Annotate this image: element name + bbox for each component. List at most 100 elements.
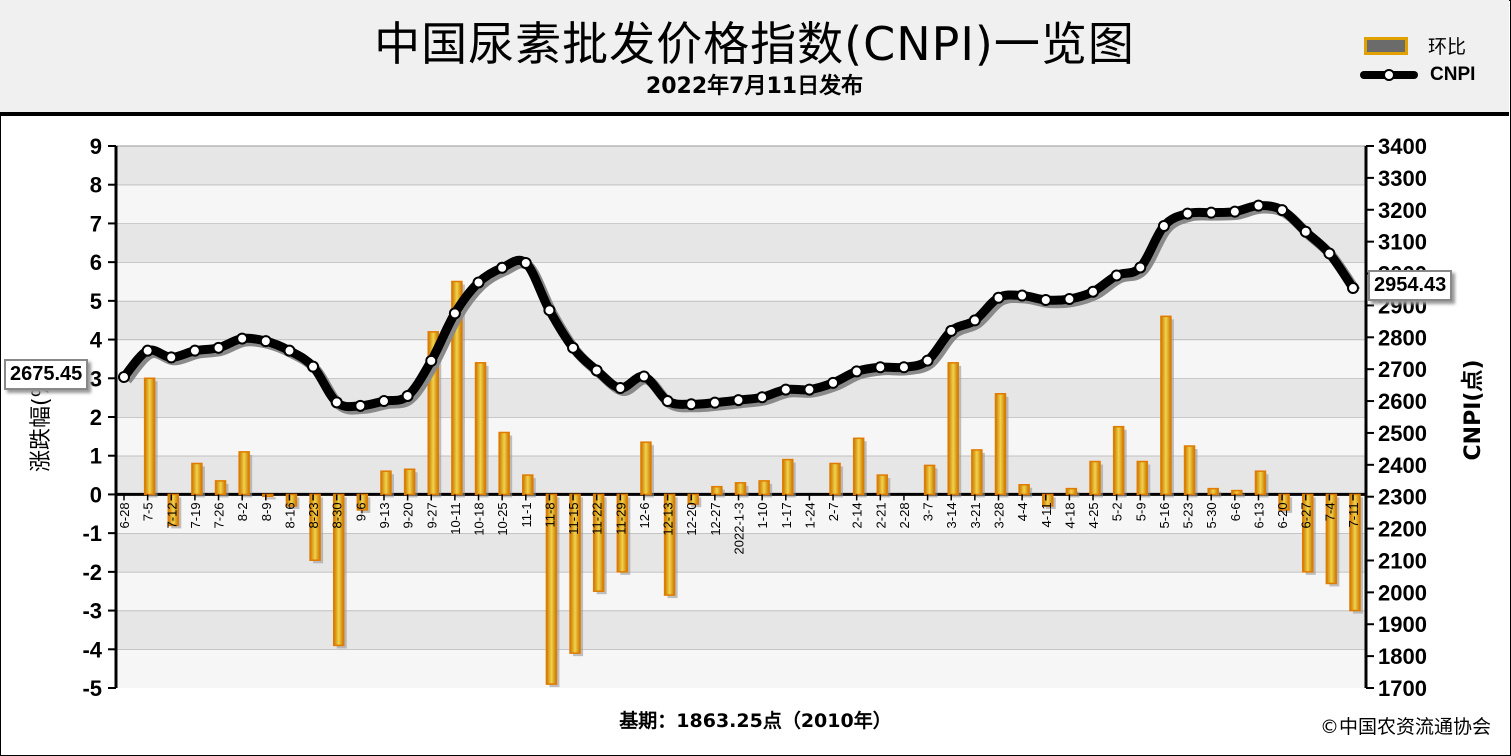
legend-line-label: CNPI	[1430, 64, 1476, 85]
bar-5-23	[1183, 445, 1196, 496]
x-tick-label: 8-2	[235, 502, 250, 521]
left-tick-label: -1	[82, 521, 102, 546]
x-tick-label: 3-14	[944, 502, 959, 528]
x-tick-label: 7-11	[1346, 502, 1361, 527]
x-tick-label: 11-29	[613, 502, 628, 534]
right-tick-label: 2500	[1378, 421, 1427, 446]
plot-band	[116, 494, 1366, 534]
bar-11-15	[569, 493, 581, 654]
legend-bar-item: 环比	[1364, 32, 1466, 59]
cnpi-point-4-18	[1063, 293, 1076, 306]
bar-9-20	[403, 468, 416, 496]
bar-7-5	[143, 377, 156, 496]
left-tick-label: -2	[82, 560, 102, 585]
cnpi-point-4-4	[1016, 289, 1029, 302]
left-tick-label: 3	[90, 366, 102, 391]
x-tick-label: 10-25	[495, 502, 510, 535]
x-tick-label: 12-13	[661, 502, 676, 535]
x-tick-label: 3-7	[921, 502, 936, 521]
cnpi-point-3-21	[968, 314, 981, 327]
right-tick-label: 3300	[1378, 166, 1427, 191]
callout-first-value: 2675.45	[4, 359, 89, 390]
left-tick-label: 6	[90, 250, 102, 275]
x-tick-label: 6-28	[117, 502, 132, 528]
cnpi-point-1-17	[779, 383, 792, 396]
x-tick-label: 6-20	[1275, 502, 1290, 528]
right-tick-label: 3400	[1378, 134, 1427, 159]
x-tick-label: 12-6	[637, 502, 652, 528]
chart-title: 中国尿素批发价格指数(CNPI)一览图	[374, 17, 1135, 71]
cnpi-point-7-12	[165, 351, 178, 364]
x-tick-label: 7-19	[188, 502, 203, 528]
cnpi-point-9-27	[425, 354, 438, 367]
bar-4-4	[1018, 484, 1030, 496]
bar-8-9	[262, 493, 274, 498]
copyright-note: ©中国农资流通协会	[1319, 716, 1491, 738]
cnpi-point-12-13	[661, 395, 674, 408]
x-tick-label: 6-27	[1299, 502, 1314, 528]
legend-bar-label: 环比	[1428, 36, 1467, 58]
x-tick-label: 7-5	[141, 502, 156, 521]
cnpi-point-7-5	[141, 344, 154, 357]
bar-4-11	[1042, 493, 1054, 507]
x-tick-label: 2-7	[826, 502, 841, 521]
x-tick-label: 5-9	[1133, 502, 1148, 521]
cnpi-point-5-30	[1205, 206, 1218, 219]
x-tick-label: 8-23	[306, 502, 321, 528]
cnpi-point-9-6	[354, 399, 367, 412]
bar-2-21	[876, 474, 889, 496]
bar-7-12	[167, 493, 180, 527]
x-tick-label: 4-18	[1062, 502, 1077, 528]
bar-12-6	[640, 441, 652, 496]
x-tick-label: 12-27	[708, 502, 723, 535]
bar-1-17	[782, 458, 794, 496]
x-tick-label: 8-16	[282, 502, 297, 528]
cnpi-point-3-14	[945, 324, 958, 337]
x-tick-label: 3-21	[968, 502, 983, 528]
bar-7-4	[1325, 493, 1338, 585]
cnpi-point-11-29	[614, 381, 627, 394]
x-tick-label: 7-12	[164, 502, 179, 528]
bar-8-30	[332, 493, 345, 647]
left-tick-label: -5	[82, 676, 102, 701]
x-tick-label: 5-30	[1204, 502, 1219, 528]
bar-7-11	[1349, 493, 1361, 612]
cnpi-point-9-20	[401, 389, 414, 402]
chart-subtitle: 2022年7月11日发布	[645, 74, 864, 99]
cnpi-point-5-9	[1134, 261, 1147, 274]
legend-line-swatch	[1360, 69, 1418, 81]
x-tick-label: 5-16	[1157, 502, 1172, 528]
plot-band	[116, 571, 1366, 611]
right-tick-label: 3200	[1378, 198, 1427, 223]
bar-12-20	[687, 493, 699, 505]
left-tick-label: 1	[90, 444, 102, 469]
cnpi-point-5-16	[1157, 220, 1170, 233]
plot-band	[116, 339, 1366, 379]
x-tick-label: 5-23	[1181, 502, 1196, 528]
x-tick-label: 1-24	[802, 502, 817, 528]
plot-band	[116, 146, 1366, 185]
bar-6-6	[1231, 489, 1243, 496]
bar-11-1	[522, 474, 534, 496]
cnpi-point-3-28	[992, 291, 1005, 304]
left-tick-label: -4	[82, 637, 102, 662]
x-tick-label: 11-8	[542, 502, 557, 527]
plot-band	[116, 184, 1366, 224]
cnpi-point-11-8	[543, 304, 556, 317]
cnpi-point-11-22	[590, 364, 603, 377]
x-tick-label: 8-30	[330, 502, 345, 528]
bar-11-29	[616, 493, 629, 573]
x-tick-label: 2-28	[897, 502, 912, 528]
right-tick-label: 2800	[1378, 325, 1427, 350]
x-tick-label: 1-17	[779, 502, 794, 528]
cnpi-point-1-24	[803, 383, 816, 396]
x-tick-label: 8-9	[259, 502, 274, 521]
cnpi-point-11-1	[519, 257, 532, 270]
cnpi-point-3-7	[921, 354, 934, 367]
bar-2-7	[829, 462, 841, 496]
right-tick-label: 2400	[1378, 453, 1427, 478]
cnpi-point-11-15	[567, 341, 580, 354]
x-tick-label: 10-18	[472, 502, 487, 535]
bar-7-26	[214, 480, 227, 496]
